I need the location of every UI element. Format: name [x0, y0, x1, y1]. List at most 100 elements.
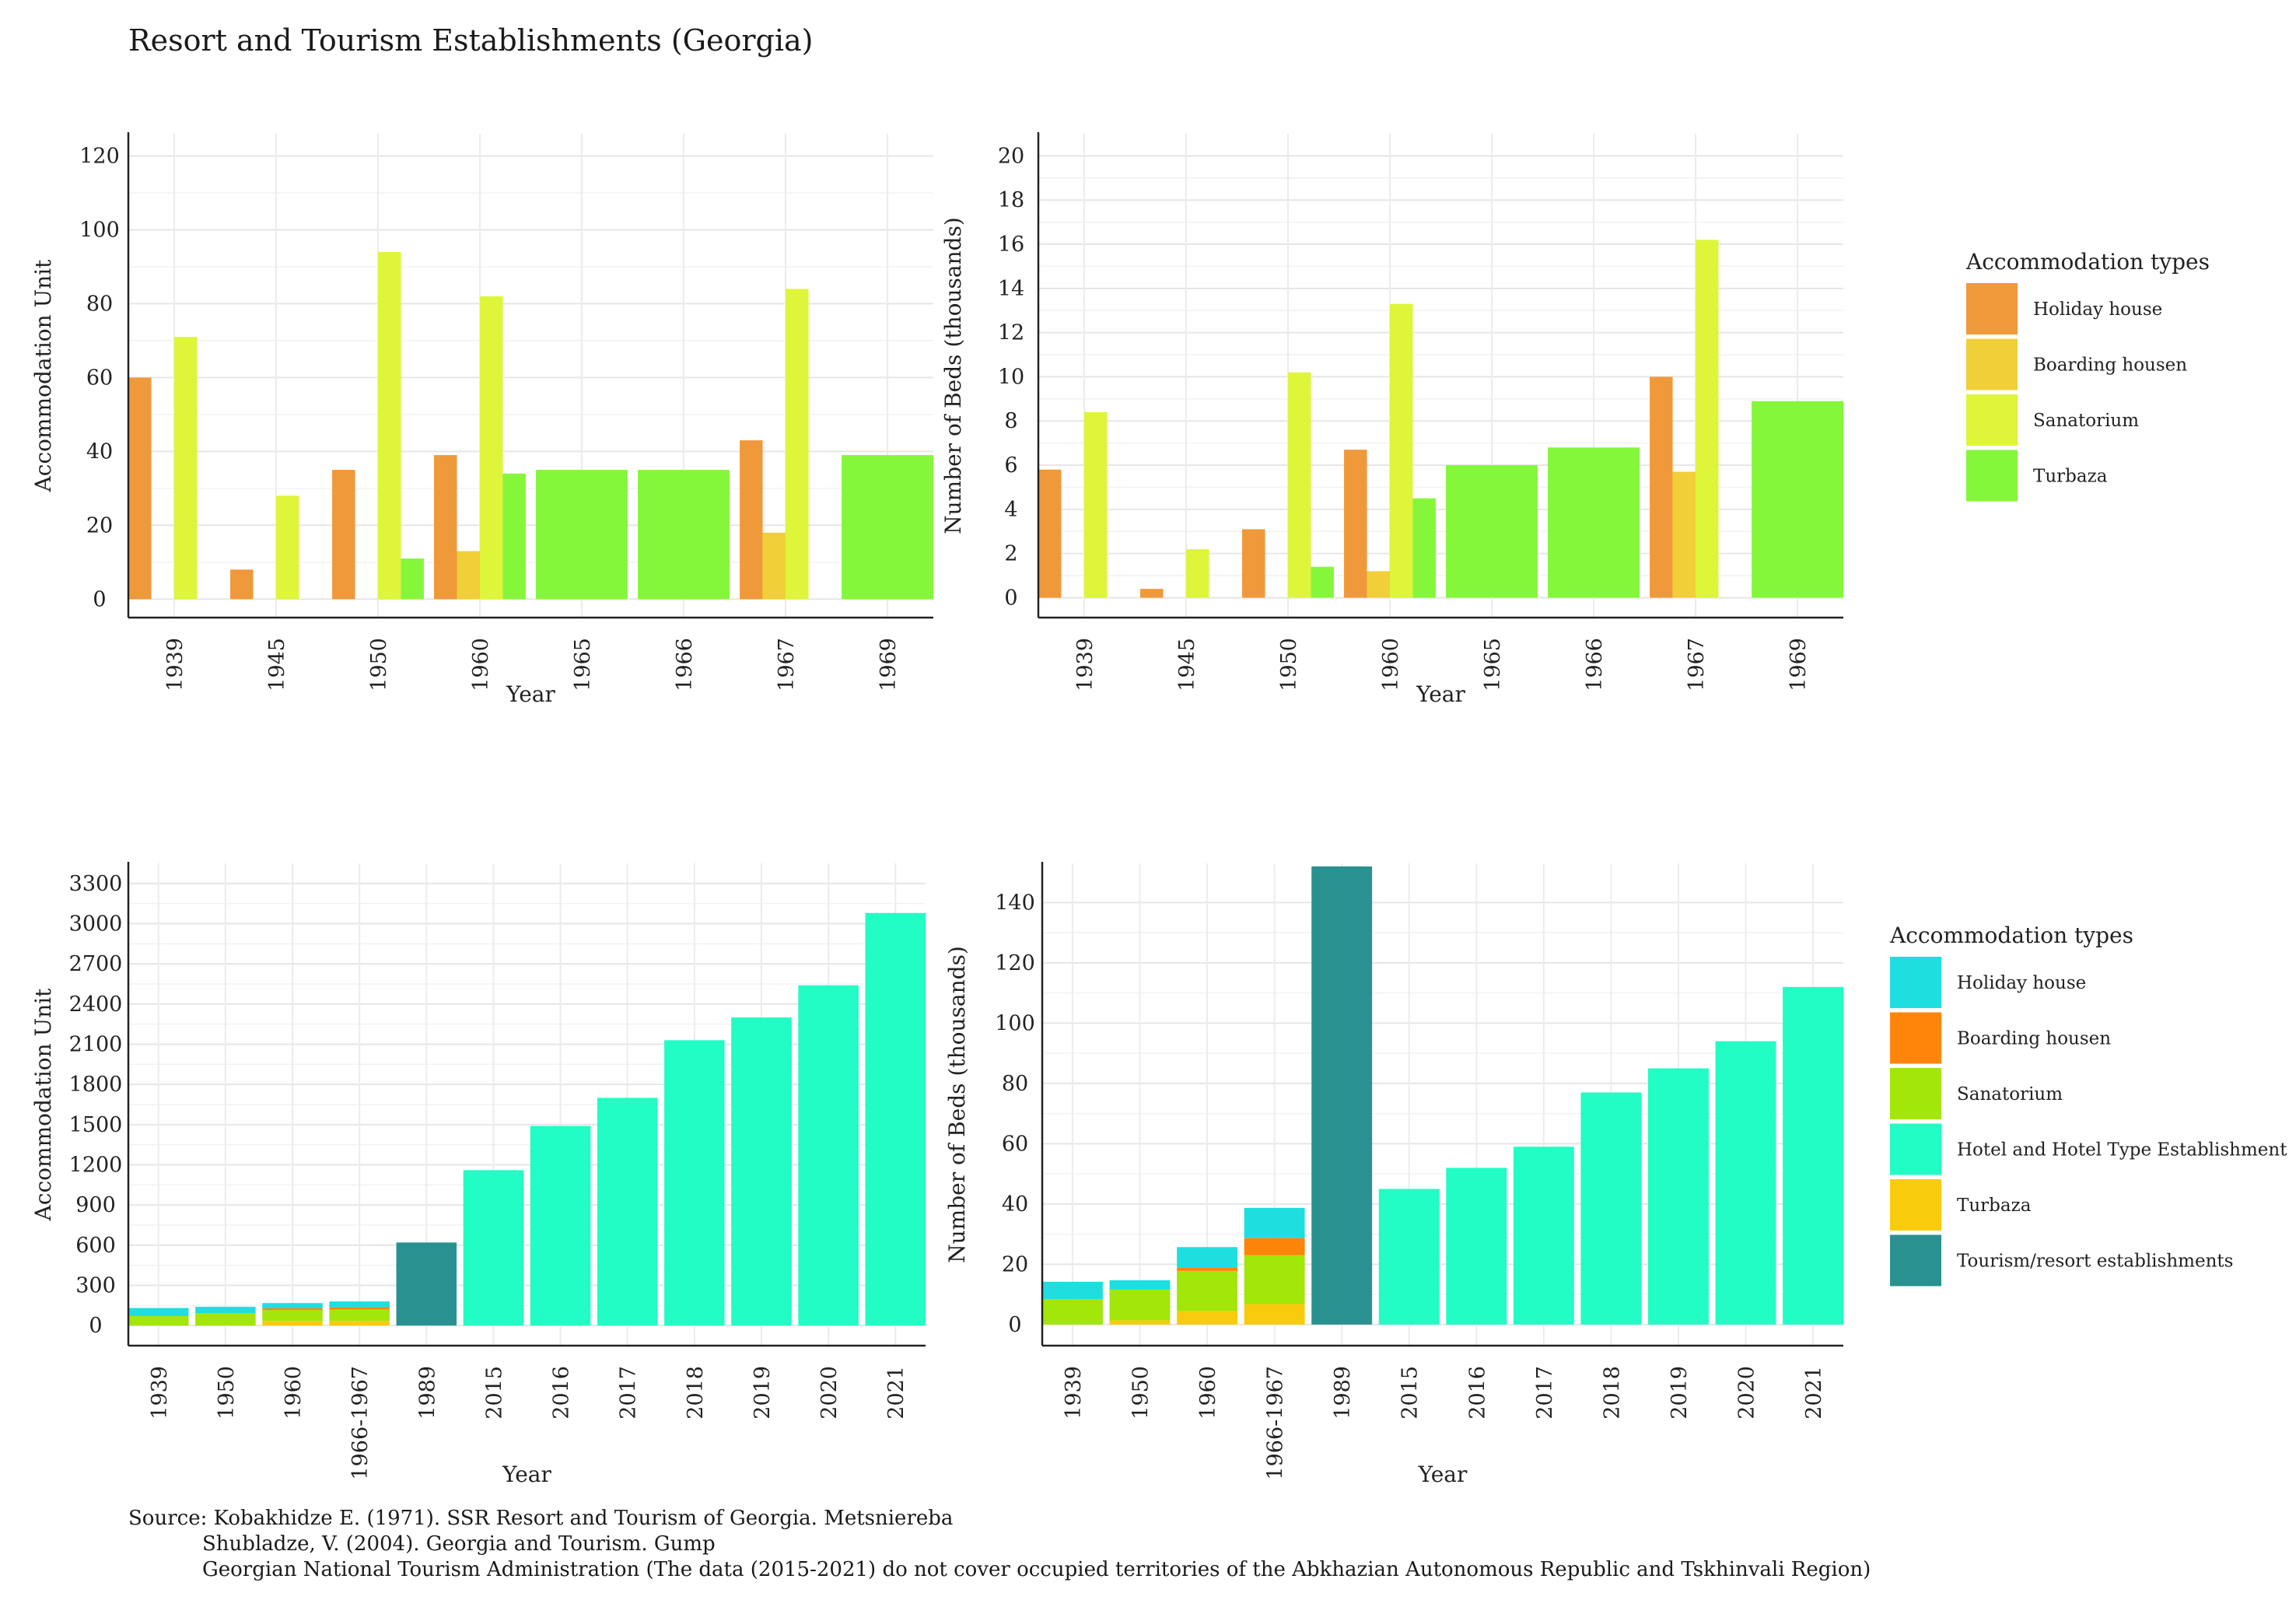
bar — [1378, 1189, 1440, 1325]
legend-swatch — [1890, 957, 1941, 1008]
x-tick-label: 2020 — [817, 1366, 842, 1420]
bar — [128, 1308, 189, 1316]
bar — [740, 440, 763, 600]
bar — [457, 551, 480, 600]
bar — [1177, 1311, 1238, 1325]
x-tick-label: 1950 — [215, 1366, 239, 1420]
source-line-2: Shubladze, V. (2004). Georgia and Touris… — [202, 1532, 716, 1556]
x-tick-label: 1960 — [469, 638, 493, 691]
x-tick-label: 2018 — [1600, 1366, 1624, 1420]
bar — [128, 1315, 189, 1326]
x-tick-label: 2021 — [1802, 1366, 1826, 1420]
x-tick-label: 2019 — [1668, 1366, 1692, 1420]
legend-label: Turbaza — [1957, 1196, 2032, 1216]
x-tick-label: 1939 — [1062, 1366, 1086, 1420]
bar — [1109, 1280, 1171, 1290]
bar — [530, 1126, 591, 1326]
bar — [1446, 465, 1538, 598]
y-tick-label: 600 — [75, 1234, 116, 1258]
x-tick-label: 2015 — [1398, 1366, 1423, 1420]
bar — [1389, 303, 1413, 598]
source-line-3: Georgian National Tourism Administration… — [202, 1558, 1871, 1581]
y-tick-label: 80 — [86, 292, 113, 316]
y-axis-title: Accommodation Unit — [30, 259, 56, 493]
bar — [1548, 447, 1640, 598]
bar — [1042, 1281, 1103, 1300]
legend-label: Boarding housen — [1957, 1029, 2111, 1049]
legend-swatch — [1966, 338, 2018, 390]
bar — [597, 1098, 658, 1326]
y-tick-label: 100 — [79, 218, 120, 242]
bar — [1244, 1238, 1305, 1255]
y-tick-label: 60 — [1002, 1132, 1028, 1156]
y-tick-label: 0 — [93, 587, 106, 611]
bar — [1650, 376, 1673, 598]
source-note: Source: Kobakhidze E. (1971). SSR Resort… — [128, 1506, 1871, 1583]
bar — [536, 470, 628, 600]
y-tick-label: 1800 — [69, 1073, 123, 1097]
bar — [329, 1301, 390, 1308]
bar — [1244, 1255, 1305, 1304]
bar — [1311, 866, 1373, 1325]
x-tick-label: 1966 — [1583, 638, 1607, 691]
bar — [1647, 1068, 1709, 1325]
y-tick-label: 2400 — [69, 993, 123, 1017]
legend-label: Boarding housen — [2033, 355, 2187, 376]
y-tick-label: 1500 — [69, 1113, 123, 1137]
y-tick-label: 120 — [79, 144, 120, 168]
bar — [1672, 471, 1696, 598]
y-tick-label: 2700 — [69, 952, 123, 976]
x-tick-label: 1967 — [775, 638, 799, 691]
x-tick-label: 1945 — [1175, 638, 1199, 691]
x-tick-label: 1969 — [1787, 638, 1811, 691]
bar — [1109, 1320, 1171, 1325]
y-tick-label: 0 — [89, 1314, 102, 1338]
bar — [195, 1307, 256, 1313]
x-axis-title: Year — [502, 1462, 551, 1487]
bar — [1185, 548, 1209, 598]
x-tick-label: 1960 — [1379, 638, 1403, 691]
bar — [1042, 1299, 1103, 1325]
x-tick-label: 1967 — [1685, 638, 1709, 691]
y-tick-label: 20 — [998, 144, 1024, 168]
y-tick-label: 3300 — [69, 872, 123, 896]
x-tick-label: 1989 — [415, 1366, 439, 1420]
legend-swatch — [1890, 1123, 1941, 1175]
x-tick-label: 1939 — [148, 1366, 172, 1420]
x-tick-label: 1960 — [282, 1366, 306, 1420]
bar — [731, 1017, 792, 1326]
bar — [1177, 1270, 1238, 1311]
source-line-1: Source: Kobakhidze E. (1971). SSR Resort… — [128, 1507, 954, 1530]
legend-label: Hotel and Hotel Type Establishment — [1957, 1140, 2287, 1161]
y-tick-label: 3000 — [69, 912, 123, 937]
x-tick-label: 1950 — [367, 638, 391, 691]
bar — [1242, 529, 1265, 598]
x-axis-title: Year — [1418, 1462, 1468, 1487]
legend-label: Holiday house — [1957, 973, 2086, 993]
y-tick-label: 0 — [1008, 1313, 1021, 1337]
bar — [463, 1170, 524, 1326]
y-tick-label: 2100 — [69, 1033, 123, 1057]
bar — [275, 495, 299, 600]
bar — [128, 377, 152, 600]
bar — [502, 473, 526, 600]
bar — [786, 289, 809, 600]
bar — [401, 558, 424, 600]
bar — [1513, 1147, 1574, 1325]
x-tick-label: 1989 — [1331, 1366, 1355, 1420]
y-tick-label: 40 — [86, 439, 113, 464]
x-tick-label: 1965 — [571, 638, 595, 691]
bar — [1038, 469, 1062, 598]
x-tick-label: 1950 — [1129, 1366, 1153, 1420]
bar — [434, 455, 457, 600]
y-tick-label: 4 — [1004, 498, 1017, 522]
y-axis-title: Number of Beds (thousands) — [940, 217, 966, 534]
bar — [1311, 566, 1334, 598]
x-tick-label: 1939 — [163, 638, 187, 691]
x-tick-label: 1966-1967 — [1264, 1366, 1288, 1480]
legend-title: Accommodation types — [1965, 249, 2210, 275]
bar — [377, 251, 401, 600]
bar — [762, 532, 786, 600]
y-tick-label: 16 — [998, 233, 1024, 257]
